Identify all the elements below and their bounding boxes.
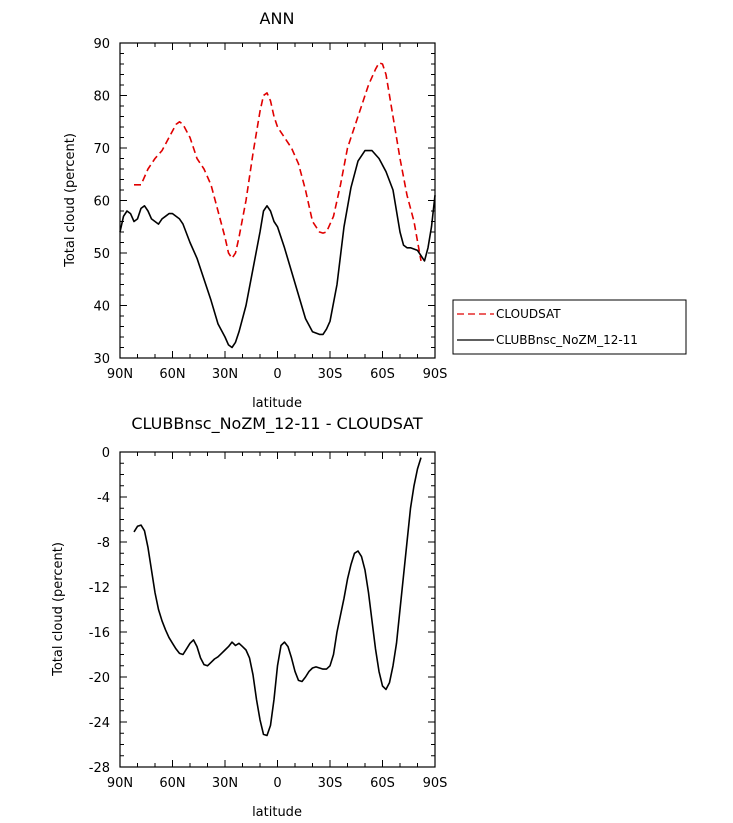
legend: CLOUDSAT CLUBBnsc_NoZM_12-11 — [452, 299, 687, 355]
bottom-y-tick-label: -28 — [89, 761, 110, 776]
top-x-tick-label: 90S — [423, 367, 448, 382]
bottom-plot-frame — [119, 451, 436, 768]
top-y-tick-label: 80 — [93, 90, 110, 105]
bottom-x-axis-label: latitude — [252, 805, 302, 820]
top-y-tick-label: 50 — [93, 247, 110, 262]
top-y-tick-label: 90 — [93, 37, 110, 52]
bottom-y-tick-label: -12 — [89, 581, 110, 596]
bottom-chart-title: CLUBBnsc_NoZM_12-11 - CLOUDSAT — [131, 414, 422, 434]
bottom-x-tick-label: 60N — [159, 776, 185, 791]
bottom-y-tick-label: -16 — [89, 626, 110, 641]
top-x-tick-label: 0 — [273, 367, 281, 382]
bottom-y-tick-label: -24 — [89, 716, 110, 731]
top-x-tick-label: 60S — [370, 367, 395, 382]
bottom-x-tick-label: 90S — [423, 776, 448, 791]
bottom-x-tick-label: 90N — [107, 776, 133, 791]
bottom-x-tick-label: 30S — [318, 776, 343, 791]
bottom-x-tick-label: 60S — [370, 776, 395, 791]
bottom-y-tick-label: 0 — [102, 446, 110, 461]
legend-label-cloudsat: CLOUDSAT — [496, 307, 561, 321]
top-series-lines — [119, 62, 436, 349]
top-axis-ticks: 90N 60N 30N 0 30S 60S 90S 30 40 50 60 70 80 90 — [93, 37, 447, 382]
bottom-x-tick-label: 0 — [273, 776, 281, 791]
top-series-line-clubbnsc-nozm-12-11 — [119, 149, 436, 349]
top-x-tick-label: 90N — [107, 367, 133, 382]
bottom-series-lines — [133, 457, 422, 737]
top-y-tick-label: 40 — [93, 300, 110, 315]
bottom-axis-ticks: 90N 60N 30N 0 30S 60S 90S 0 -4 -8 -12 -16 -20 -24 -28 — [89, 446, 448, 791]
top-series-line-cloudsat — [134, 62, 422, 262]
bottom-chart-panel: CLUBBnsc_NoZM_12-11 - CLOUDSAT 90N 60N 30N… — [51, 414, 447, 820]
bottom-y-tick-label: -20 — [89, 671, 110, 686]
top-y-tick-label: 60 — [93, 195, 110, 210]
legend-box — [452, 299, 687, 355]
top-y-axis-label: Total cloud (percent) — [63, 133, 78, 268]
top-y-tick-label: 70 — [93, 142, 110, 157]
bottom-y-tick-label: -8 — [97, 536, 110, 551]
bottom-x-tick-label: 30N — [212, 776, 238, 791]
top-chart-panel: ANN 90N 60N 30N 0 30S 60S 90S 30 40 50 60 70 80 90 la… — [63, 9, 447, 411]
legend-label-clubb: CLUBBnsc_NoZM_12-11 — [496, 333, 638, 347]
bottom-y-tick-label: -4 — [97, 491, 110, 506]
top-y-tick-label: 30 — [93, 352, 110, 367]
top-x-tick-label: 60N — [159, 367, 185, 382]
top-plot-frame — [119, 42, 436, 359]
top-x-axis-label: latitude — [252, 396, 302, 411]
bottom-series-line-difference — [133, 457, 422, 737]
top-chart-title: ANN — [260, 9, 295, 28]
top-x-tick-label: 30N — [212, 367, 238, 382]
bottom-y-axis-label: Total cloud (percent) — [51, 542, 66, 677]
top-x-tick-label: 30S — [318, 367, 343, 382]
